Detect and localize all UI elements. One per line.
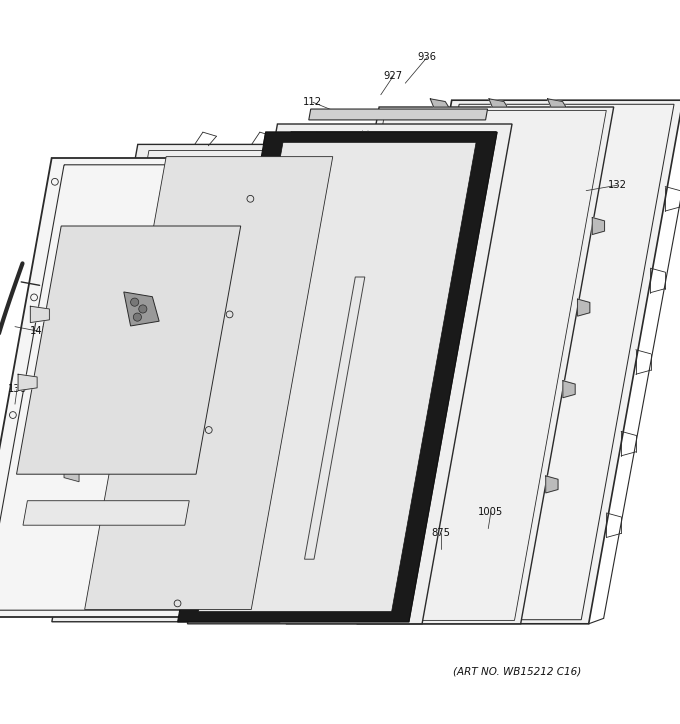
Text: 338: 338 <box>340 243 359 253</box>
Polygon shape <box>18 374 37 390</box>
Polygon shape <box>189 526 203 551</box>
Text: 927: 927 <box>384 72 403 81</box>
Text: 112: 112 <box>303 97 322 107</box>
Polygon shape <box>88 324 103 345</box>
Text: 699: 699 <box>177 277 197 287</box>
Circle shape <box>133 313 141 321</box>
Polygon shape <box>201 458 215 483</box>
Text: 281: 281 <box>355 561 374 571</box>
Text: 1005: 1005 <box>478 507 504 517</box>
Text: 937: 937 <box>126 272 146 282</box>
Circle shape <box>139 305 147 313</box>
Polygon shape <box>358 100 680 624</box>
Text: 144: 144 <box>84 304 103 314</box>
Text: 102: 102 <box>232 290 251 300</box>
Text: 338: 338 <box>313 258 332 269</box>
Text: 136: 136 <box>7 384 27 394</box>
Polygon shape <box>31 306 50 323</box>
Text: 936: 936 <box>105 289 124 299</box>
Polygon shape <box>309 109 488 120</box>
Polygon shape <box>222 137 477 611</box>
Circle shape <box>131 298 139 306</box>
Polygon shape <box>199 143 476 612</box>
Text: 101: 101 <box>298 571 317 581</box>
Polygon shape <box>102 249 117 271</box>
Polygon shape <box>23 501 189 525</box>
Polygon shape <box>0 158 275 617</box>
Text: 102: 102 <box>317 561 336 571</box>
Polygon shape <box>188 124 512 624</box>
Text: 339: 339 <box>326 228 345 237</box>
Text: 101: 101 <box>254 262 273 272</box>
Polygon shape <box>238 255 252 279</box>
Polygon shape <box>64 460 79 481</box>
Text: 145: 145 <box>57 314 76 324</box>
Polygon shape <box>76 392 91 413</box>
Polygon shape <box>563 381 575 397</box>
Text: 120: 120 <box>392 539 411 550</box>
Text: 141: 141 <box>30 327 49 337</box>
Polygon shape <box>177 132 497 622</box>
Polygon shape <box>547 99 566 107</box>
Polygon shape <box>286 107 613 624</box>
Polygon shape <box>430 99 449 107</box>
Text: 936: 936 <box>418 52 437 62</box>
Polygon shape <box>124 292 159 326</box>
Polygon shape <box>489 99 507 107</box>
Text: 132: 132 <box>608 180 627 190</box>
Polygon shape <box>177 132 497 622</box>
Polygon shape <box>546 476 558 493</box>
Polygon shape <box>226 323 239 347</box>
Text: 113: 113 <box>215 573 234 584</box>
Polygon shape <box>592 217 605 235</box>
Polygon shape <box>16 226 241 474</box>
Polygon shape <box>52 144 366 622</box>
Polygon shape <box>214 390 227 415</box>
Text: 120: 120 <box>366 195 385 205</box>
Text: (ART NO. WB15212 C16): (ART NO. WB15212 C16) <box>453 666 581 676</box>
Text: 875: 875 <box>431 529 450 539</box>
Polygon shape <box>577 299 590 316</box>
Polygon shape <box>84 156 333 610</box>
